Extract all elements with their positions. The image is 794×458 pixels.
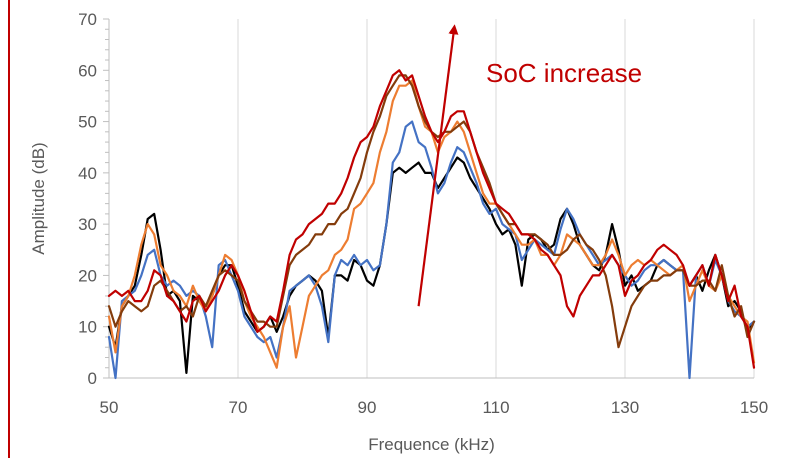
series-line-5 [107, 69, 756, 369]
y-tick-label: 70 [78, 10, 97, 29]
x-tick-labels: 50 70 90 110 130 150 [100, 398, 769, 417]
y-tick-label: 0 [88, 369, 97, 388]
y-tick-label: 40 [78, 164, 97, 183]
series-line-3 [107, 79, 756, 369]
x-tick-label: 90 [358, 398, 377, 417]
y-tick-label: 50 [78, 113, 97, 132]
x-tick-label: 150 [740, 398, 768, 417]
y-tick-label: 60 [78, 61, 97, 80]
x-tick-label: 130 [611, 398, 639, 417]
y-tick-labels: 0 10 20 30 40 50 60 70 [78, 10, 97, 388]
grid-lines [237, 19, 755, 378]
y-tick-label: 20 [78, 266, 97, 285]
annotation-layer: SoC increase [417, 24, 642, 307]
y-tick-label: 10 [78, 318, 97, 337]
y-tick-label: 30 [78, 215, 97, 234]
soc-annotation-label: SoC increase [486, 58, 642, 88]
axes [103, 18, 754, 379]
x-axis-title: Frequence (kHz) [368, 435, 495, 454]
soc-arrow [417, 24, 459, 307]
x-tick-label: 110 [482, 398, 509, 417]
x-tick-label: 70 [229, 398, 248, 417]
frame-left-border [8, 0, 10, 458]
y-axis-title: Amplitude (dB) [29, 142, 48, 254]
series-layer [107, 69, 756, 380]
x-tick-label: 50 [100, 398, 119, 417]
